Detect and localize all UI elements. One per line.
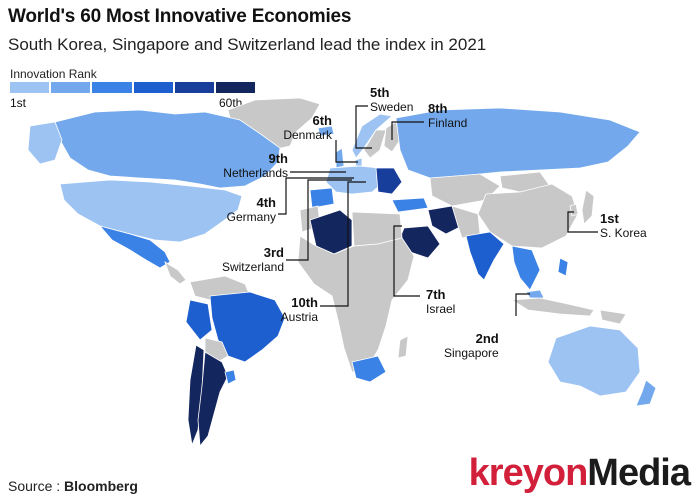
leader-line-denmark	[335, 140, 358, 163]
legend-swatch-1	[10, 82, 50, 93]
leader-lines	[278, 105, 598, 316]
country-china	[477, 183, 579, 249]
country-name-austria: Austria	[280, 310, 318, 324]
country-philippines	[557, 257, 569, 277]
rank-germany: 4th	[256, 195, 277, 210]
country-peru	[185, 299, 213, 341]
country-indonesia	[510, 297, 595, 317]
brand-logo: kreyonMedia	[468, 452, 691, 495]
country-canada	[54, 109, 281, 189]
country-name-netherlands: Netherlands	[223, 166, 288, 180]
legend-color-scale	[10, 82, 256, 93]
region-sub-saharan-africa	[297, 235, 415, 373]
legend-swatch-5	[174, 82, 214, 93]
country-name-finland: Finland	[428, 116, 468, 130]
country-turkey	[391, 197, 429, 213]
country-s-korea	[569, 203, 579, 217]
rank-denmark: 6th	[312, 113, 333, 128]
country-mexico	[98, 225, 171, 269]
country-name-israel: Israel	[426, 302, 456, 316]
source-prefix: Source :	[8, 478, 61, 494]
label-netherlands: 9th Netherlands	[196, 151, 289, 181]
leader-line-singapore	[515, 293, 530, 316]
legend-swatch-6	[215, 82, 256, 93]
country-name-sweden: Sweden	[370, 100, 414, 114]
legend-swatch-2	[51, 82, 91, 93]
country-usa	[59, 179, 243, 243]
country-name-denmark: Denmark	[283, 128, 332, 142]
country-south-africa	[351, 355, 387, 383]
rank-switzerland: 3rd	[263, 245, 284, 260]
country-australia	[547, 325, 641, 397]
country-chile	[187, 344, 205, 447]
country-uruguay	[224, 369, 237, 385]
country-madagascar	[397, 335, 409, 359]
label-austria: 10th Austria	[254, 295, 318, 325]
region-western-europe	[325, 165, 385, 195]
rank-singapore: 2nd	[475, 331, 499, 346]
country-papua-new-guinea	[599, 309, 627, 325]
country-name-s-korea: S. Korea	[600, 226, 647, 240]
country-india	[465, 231, 505, 281]
country-malaysia	[525, 289, 545, 299]
legend-swatch-4	[133, 82, 173, 93]
brand-part-2: Media	[587, 452, 691, 494]
country-spain	[309, 187, 335, 209]
leader-line-finland	[391, 121, 424, 140]
country-name-germany: Germany	[226, 210, 276, 224]
leader-line-switzerland	[286, 179, 352, 261]
country-thailand-vietnam	[511, 245, 541, 291]
label-germany: 4th Germany	[190, 195, 277, 225]
label-israel: 7th Israel	[426, 287, 456, 317]
label-sweden: 5th Sweden	[370, 85, 414, 115]
source-name: Bloomberg	[64, 478, 138, 494]
label-finland: 8th Finland	[428, 101, 468, 131]
label-singapore: 2nd Singapore	[444, 331, 499, 361]
country-alaska	[27, 121, 63, 165]
rank-sweden: 5th	[370, 85, 390, 100]
rank-israel: 7th	[426, 287, 446, 302]
country-name-singapore: Singapore	[444, 346, 499, 360]
leader-line-germany	[278, 177, 354, 215]
country-new-zealand	[635, 379, 657, 407]
region-central-america	[164, 261, 187, 285]
leader-line-sweden	[355, 105, 372, 149]
legend-min-label: 1st	[10, 96, 27, 110]
country-iceland	[317, 125, 335, 137]
country-brazil	[209, 291, 286, 363]
label-s-korea: 1st S. Korea	[600, 211, 647, 241]
leader-line-s-korea	[567, 211, 598, 233]
rank-austria: 10th	[291, 295, 318, 310]
country-sweden	[363, 129, 387, 159]
chart-title: World's 60 Most Innovative Economies	[8, 6, 352, 27]
brand-part-1: kreyon	[468, 452, 589, 494]
label-switzerland: 3rd Switzerland	[212, 245, 284, 275]
country-uk	[335, 147, 345, 169]
rank-netherlands: 9th	[268, 151, 289, 166]
legend-title: Innovation Rank	[10, 67, 97, 81]
country-japan	[581, 189, 595, 225]
country-iran	[427, 205, 463, 235]
rank-s-korea: 1st	[600, 211, 619, 226]
country-argentina	[197, 351, 229, 448]
region-eastern-europe	[375, 167, 403, 195]
rank-finland: 8th	[428, 101, 448, 116]
country-russia	[395, 107, 641, 179]
legend-swatch-3	[92, 82, 132, 93]
source-note: Source : Bloomberg	[8, 478, 138, 494]
country-name-switzerland: Switzerland	[221, 260, 284, 274]
chart-subtitle: South Korea, Singapore and Switzerland l…	[8, 35, 487, 54]
leader-line-austria	[320, 181, 366, 307]
label-denmark: 6th Denmark	[260, 113, 333, 143]
leader-line-israel	[393, 225, 420, 297]
